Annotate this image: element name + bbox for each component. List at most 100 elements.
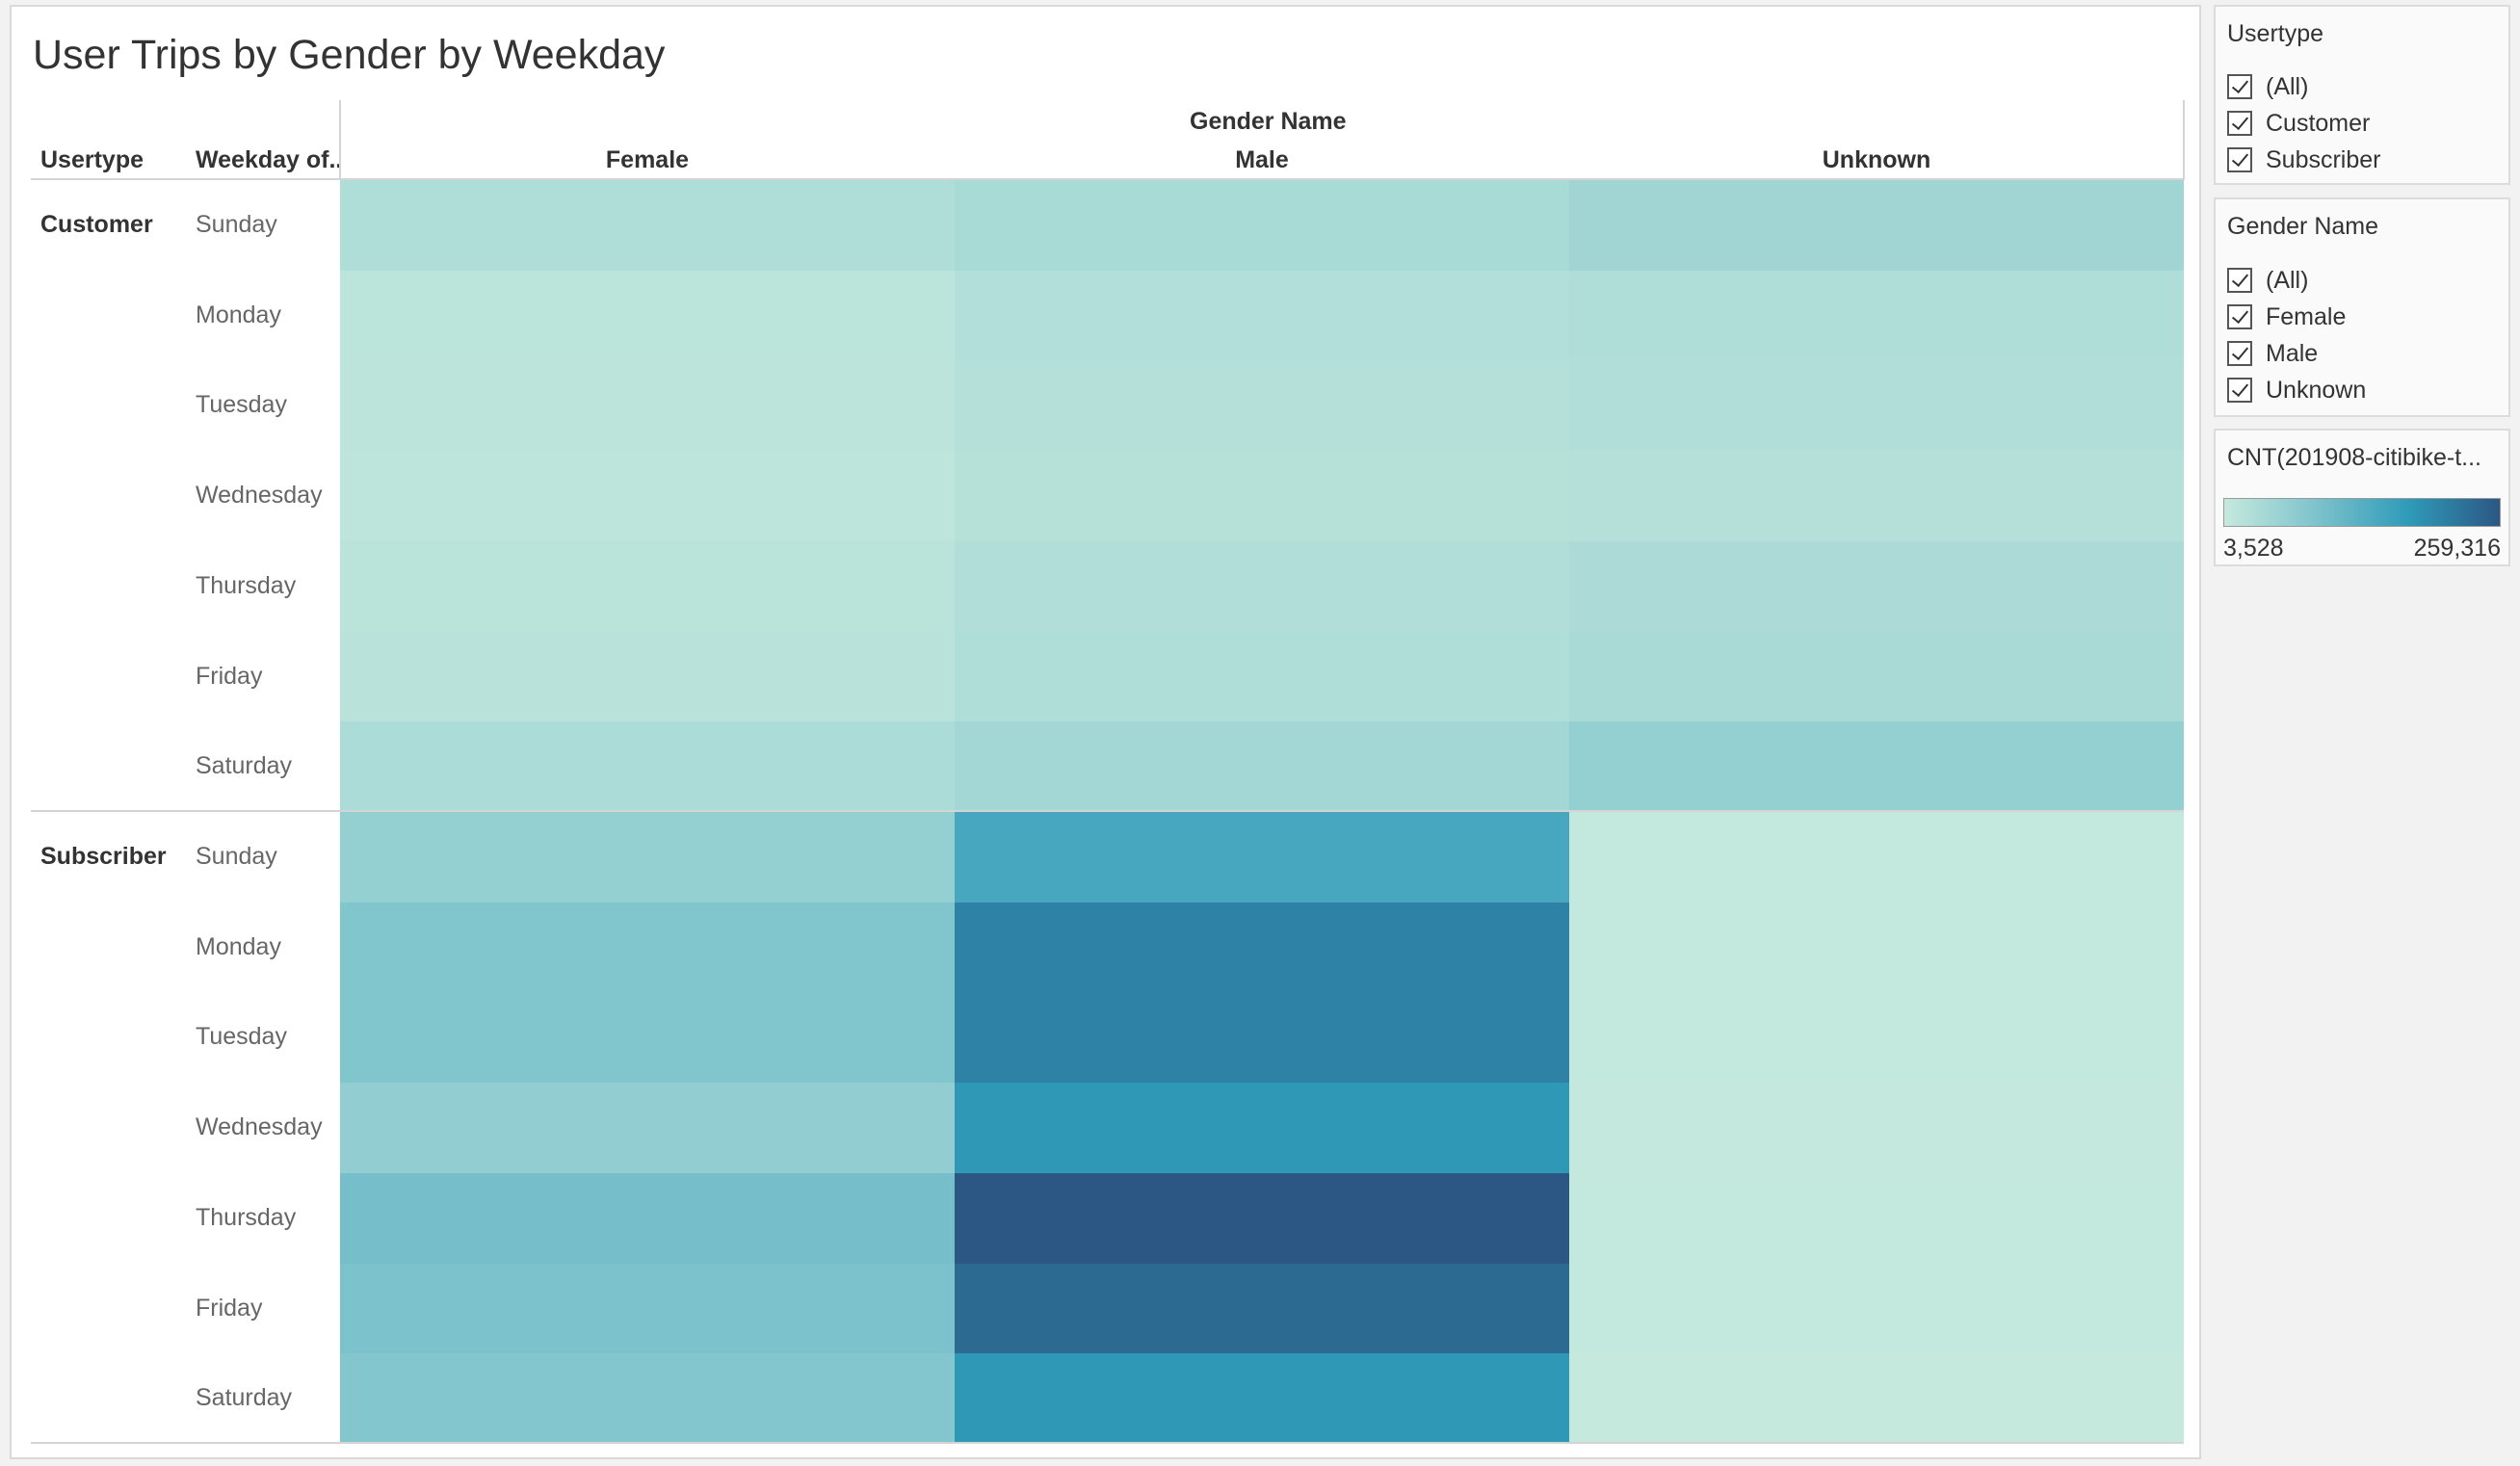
heatmap-cell[interactable]	[340, 540, 955, 632]
heatmap-cell[interactable]	[340, 1172, 955, 1264]
group-label-subscriber: Subscriber	[40, 843, 167, 870]
heatmap-cell[interactable]	[955, 540, 1569, 632]
gender-option-all[interactable]: (All)	[2227, 264, 2308, 297]
checkbox-checked-icon[interactable]	[2227, 304, 2252, 329]
usertype-filter-title: Usertype	[2227, 20, 2324, 47]
heatmap-cell[interactable]	[955, 1353, 1569, 1445]
row-label-customer-saturday: Saturday	[196, 752, 293, 780]
heatmap-cell[interactable]	[340, 631, 955, 722]
gender-name-header: Gender Name	[1190, 108, 1347, 135]
row-label-subscriber-monday: Monday	[196, 932, 281, 960]
usertype-option-customer[interactable]: Customer	[2227, 107, 2370, 140]
heatmap-cell[interactable]	[955, 992, 1569, 1084]
heatmap-cell[interactable]	[1569, 992, 2184, 1084]
heatmap-cell[interactable]	[1569, 180, 2184, 271]
heatmap-cell[interactable]	[1569, 451, 2184, 542]
heatmap-cell[interactable]	[1569, 1083, 2184, 1174]
heatmap-cell[interactable]	[1569, 721, 2184, 813]
right-border	[2183, 100, 2185, 180]
option-label: Subscriber	[2266, 145, 2381, 173]
option-label: Unknown	[2266, 376, 2367, 404]
heatmap-cell[interactable]	[955, 180, 1569, 271]
heatmap-cell[interactable]	[340, 360, 955, 452]
heatmap-cell[interactable]	[340, 902, 955, 993]
row-label-customer-wednesday: Wednesday	[196, 482, 323, 510]
column-header-female: Female	[605, 146, 690, 173]
usertype-filter: Usertype (All) Customer Subscriber	[2214, 5, 2510, 185]
gender-option-unknown[interactable]: Unknown	[2227, 374, 2366, 406]
row-label-subscriber-thursday: Thursday	[196, 1203, 297, 1231]
heatmap-cell[interactable]	[1569, 270, 2184, 361]
heatmap-cell[interactable]	[955, 451, 1569, 542]
gender-filter: Gender Name (All) Female Male Unknown	[2214, 197, 2510, 417]
row-label-subscriber-tuesday: Tuesday	[196, 1023, 287, 1051]
heatmap-cell[interactable]	[340, 721, 955, 813]
row-label-subscriber-sunday: Sunday	[196, 843, 277, 870]
heatmap-cell[interactable]	[1569, 1172, 2184, 1264]
usertype-header: Usertype	[40, 146, 144, 173]
checkbox-checked-icon[interactable]	[2227, 111, 2252, 136]
row-label-customer-friday: Friday	[196, 662, 263, 690]
row-label-subscriber-friday: Friday	[196, 1294, 263, 1322]
checkbox-checked-icon[interactable]	[2227, 147, 2252, 172]
gender-filter-title: Gender Name	[2227, 213, 2379, 240]
row-label-customer-monday: Monday	[196, 301, 281, 328]
option-label: Customer	[2266, 109, 2371, 137]
heatmap-cell[interactable]	[955, 631, 1569, 722]
heatmap-cell[interactable]	[340, 270, 955, 361]
heatmap-cell[interactable]	[955, 1263, 1569, 1354]
checkbox-checked-icon[interactable]	[2227, 341, 2252, 366]
chart-title: User Trips by Gender by Weekday	[33, 32, 666, 78]
checkbox-checked-icon[interactable]	[2227, 268, 2252, 293]
heatmap-cell[interactable]	[1569, 631, 2184, 722]
heatmap-cell[interactable]	[1569, 540, 2184, 632]
heatmap-cell[interactable]	[340, 180, 955, 271]
legend-min-label: 3,528	[2223, 535, 2284, 562]
checkbox-checked-icon[interactable]	[2227, 74, 2252, 99]
usertype-option-subscriber[interactable]: Subscriber	[2227, 144, 2381, 176]
option-label: (All)	[2266, 266, 2309, 294]
heatmap-cell[interactable]	[340, 1263, 955, 1354]
color-gradient-bar	[2223, 498, 2501, 527]
heatmap-cell[interactable]	[340, 812, 955, 903]
heatmap-viz: User Trips by Gender by Weekday Usertype…	[10, 5, 2201, 1459]
color-legend: CNT(201908-citibike-t... 3,528 259,316	[2214, 429, 2510, 566]
usertype-option-all[interactable]: (All)	[2227, 70, 2308, 103]
row-label-subscriber-wednesday: Wednesday	[196, 1113, 323, 1141]
gender-option-male[interactable]: Male	[2227, 337, 2318, 370]
heatmap-cell[interactable]	[955, 902, 1569, 993]
checkbox-checked-icon[interactable]	[2227, 378, 2252, 403]
heatmap-cell[interactable]	[1569, 1263, 2184, 1354]
column-header-unknown: Unknown	[1822, 146, 1931, 173]
gender-option-female[interactable]: Female	[2227, 301, 2346, 333]
heatmap-cell[interactable]	[1569, 812, 2184, 903]
heatmap-cell[interactable]	[340, 1353, 955, 1445]
row-label-customer-tuesday: Tuesday	[196, 391, 287, 419]
heatmap-cell[interactable]	[340, 1083, 955, 1174]
heatmap-cell[interactable]	[340, 992, 955, 1084]
row-label-customer-thursday: Thursday	[196, 571, 297, 599]
bottom-line	[31, 1442, 2184, 1444]
option-label: (All)	[2266, 72, 2309, 100]
row-label-subscriber-saturday: Saturday	[196, 1384, 293, 1412]
weekday-header: Weekday of..	[196, 146, 343, 173]
heatmap-cell[interactable]	[955, 721, 1569, 813]
heatmap-cell[interactable]	[955, 1172, 1569, 1264]
heatmap-cell[interactable]	[1569, 902, 2184, 993]
header-bottom-line	[31, 178, 2184, 180]
heatmap-cell[interactable]	[955, 270, 1569, 361]
row-label-customer-sunday: Sunday	[196, 211, 277, 238]
heatmap-cell[interactable]	[340, 451, 955, 542]
group-divider	[31, 810, 2184, 812]
heatmap-cell[interactable]	[955, 812, 1569, 903]
legend-max-label: 259,316	[2413, 535, 2501, 562]
column-header-male: Male	[1235, 146, 1289, 173]
heatmap-cell[interactable]	[955, 360, 1569, 452]
group-label-customer: Customer	[40, 211, 153, 238]
option-label: Male	[2266, 339, 2319, 367]
heatmap-cell[interactable]	[1569, 1353, 2184, 1445]
heatmap-cell[interactable]	[955, 1083, 1569, 1174]
header-vertical-divider	[339, 100, 341, 180]
heatmap-cell[interactable]	[1569, 360, 2184, 452]
option-label: Female	[2266, 302, 2347, 330]
